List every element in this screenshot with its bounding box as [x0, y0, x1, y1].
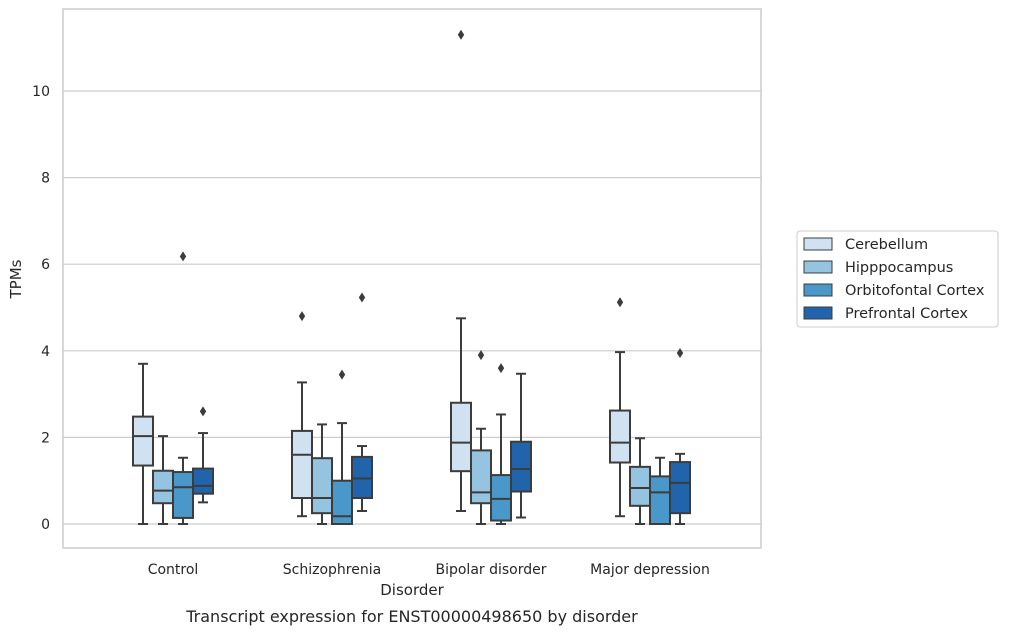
box-iqr — [351, 455, 373, 500]
y-axis-label: TPMs — [7, 259, 25, 299]
box-iqr — [291, 429, 313, 500]
plot-frame — [62, 8, 762, 549]
box-iqr — [152, 469, 174, 505]
outlier-point — [676, 347, 684, 358]
outlier-point — [298, 311, 306, 322]
y-tick-labels: 0 2 4 6 8 10 — [32, 84, 50, 533]
box-iqr — [629, 465, 651, 507]
x-axis-label: Disorder — [380, 581, 444, 599]
x-tick-labels: Control Schizophrenia Bipolar disorder Majo… — [148, 562, 710, 578]
outlier-point — [497, 363, 505, 374]
legend: Cerebellum Hipppocampus Orbitofontal Corte… — [796, 230, 999, 328]
box-iqr — [510, 440, 532, 493]
outlier-point — [477, 350, 485, 361]
box-iqr — [470, 449, 492, 505]
gridlines — [63, 90, 761, 525]
box-iqr — [311, 457, 333, 515]
legend-label-3: Prefrontal Cortex — [845, 306, 968, 322]
y-tick-label-10: 10 — [32, 84, 50, 100]
box-0-2 — [450, 29, 472, 513]
box-0-3 — [609, 297, 631, 518]
legend-swatch-0 — [803, 237, 833, 251]
legend-frame — [796, 230, 999, 328]
legend-swatch-1 — [803, 260, 833, 274]
outlier-point — [358, 292, 366, 303]
x-tick-label-2: Bipolar disorder — [435, 562, 546, 578]
box-3-0 — [192, 406, 214, 504]
box-iqr — [192, 467, 214, 495]
box-2-0 — [172, 251, 194, 525]
box-2-1 — [331, 369, 353, 526]
box-iqr — [609, 409, 631, 464]
box-iqr — [669, 461, 691, 515]
y-tick-label-4: 4 — [41, 344, 50, 360]
box-iqr — [490, 474, 512, 522]
box-2-2 — [490, 363, 512, 525]
legend-label-0: Cerebellum — [845, 237, 928, 253]
x-tick-label-3: Major depression — [590, 562, 710, 578]
boxes — [132, 29, 691, 526]
box-iqr — [649, 475, 671, 525]
legend-label-2: Orbitofontal Cortex — [845, 283, 985, 299]
chart-caption: Transcript expression for ENST0000049865… — [185, 607, 638, 626]
y-tick-label-6: 6 — [41, 257, 50, 273]
box-3-2 — [510, 372, 532, 519]
x-tick-label-1: Schizophrenia — [283, 562, 381, 578]
outlier-point — [199, 406, 207, 417]
outlier-point — [616, 297, 624, 308]
box-1-0 — [152, 435, 174, 525]
box-iqr — [331, 479, 353, 526]
box-iqr — [132, 415, 154, 467]
box-1-3 — [629, 437, 651, 525]
y-tick-label-0: 0 — [41, 517, 50, 533]
outlier-point — [338, 369, 346, 380]
x-tick-label-0: Control — [148, 562, 199, 578]
legend-label-1: Hipppocampus — [845, 260, 953, 276]
box-2-3 — [649, 456, 671, 525]
outlier-point — [179, 251, 187, 262]
legend-swatch-3 — [803, 306, 833, 320]
box-3-3 — [669, 347, 691, 525]
box-1-1 — [311, 423, 333, 525]
box-iqr — [450, 401, 472, 473]
legend-swatch-2 — [803, 283, 833, 297]
y-tick-label-2: 2 — [41, 430, 50, 446]
box-iqr — [172, 471, 194, 519]
box-0-0 — [132, 362, 154, 525]
box-3-1 — [351, 292, 373, 513]
box-0-1 — [291, 311, 313, 518]
y-tick-label-8: 8 — [41, 171, 50, 187]
outlier-point — [457, 29, 465, 40]
